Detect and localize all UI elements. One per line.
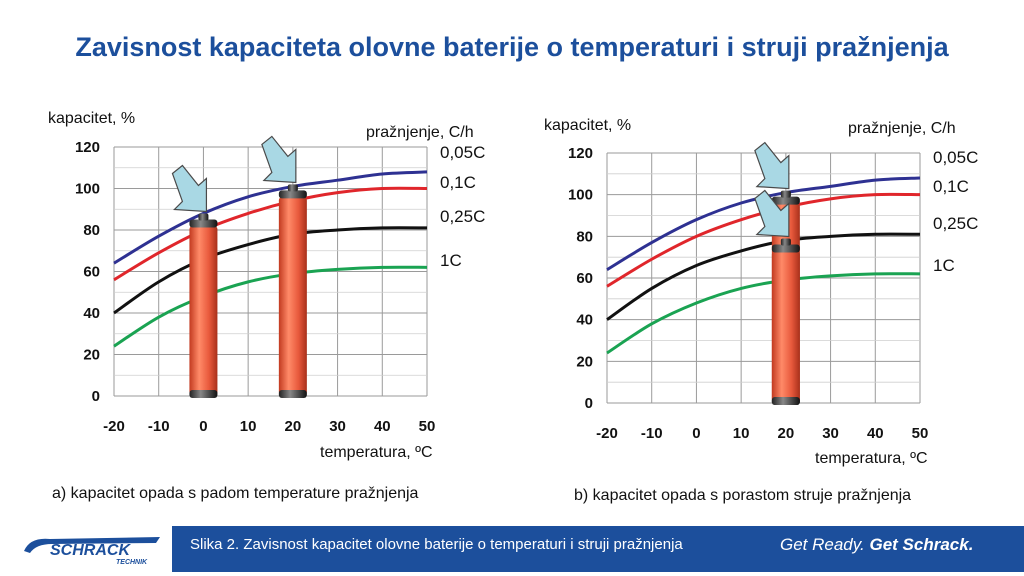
slogan-b: Get Schrack. [869,535,974,554]
battery-bottom-cap [189,390,218,398]
y-tick-label: 0 [585,395,593,412]
footer-slogan: Get Ready. Get Schrack. [780,535,973,555]
battery-body [771,250,800,403]
x-axis-label: temperatura, ºC [815,450,928,467]
schrack-logo: SCHRACK TECHNIK [24,537,160,566]
battery-bottom-cap [278,390,307,398]
x-tick-label: 30 [822,425,839,442]
x-tick-label: 10 [733,425,750,442]
series-line-1C [606,272,921,355]
series-label: 1C [440,251,462,270]
battery-body [278,196,307,396]
battery-bottom-cap [771,397,800,405]
y-tick-label: 40 [83,305,100,322]
x-tick-label: 20 [778,425,795,442]
series-line-1C [113,265,428,348]
x-tick-label: 20 [285,418,302,435]
battery-1 [261,135,307,398]
x-tick-label: 30 [329,418,346,435]
x-tick-label: 50 [419,418,436,435]
logo-sub: TECHNIK [116,559,148,566]
charts-canvas: -20 -10 0 10 20 30 40 50120100806040200kapacite… [48,110,978,467]
series-line-0-25C [606,232,921,321]
y-tick-label: 40 [576,312,593,329]
x-tick-label: 40 [867,425,884,442]
battery-1 [754,189,800,405]
y-tick-label: 120 [75,139,100,156]
logo-brand: SCHRACK [50,542,131,559]
series-label: 0,25C [933,214,978,233]
battery-top-cap [189,219,218,228]
y-tick-label: 120 [568,145,593,162]
series-line-0-05C [113,170,428,265]
battery-0 [171,164,218,398]
x-tick-label: 40 [374,418,391,435]
series-label: 0,05C [440,143,485,162]
series-line-0-1C [113,186,428,282]
footer-caption: Slika 2. Zavisnost kapacitet olovne bate… [190,536,683,553]
slogan-a: Get Ready. [780,535,865,554]
series-label: 0,1C [440,173,476,192]
battery-terminal [780,190,791,198]
legend-title: pražnjenje, C/h [848,120,956,137]
arrow-icon [754,141,790,190]
arrow-icon [754,189,790,238]
battery-body [189,225,218,396]
x-tick-label: 10 [240,418,257,435]
y-tick-label: 100 [568,187,593,204]
caption-left: a) kapacitet opada s padom temperature p… [52,485,419,502]
legend-title: pražnjenje, C/h [366,124,474,141]
arrow-icon [261,135,297,184]
x-tick-label: -20 [103,418,125,435]
x-tick-label: -10 [641,425,663,442]
series-line-0-25C [113,226,428,315]
arrow-icon [171,164,208,213]
battery-terminal [198,213,209,221]
page-title: Zavisnost kapaciteta olovne baterije o t… [75,32,949,62]
chart-0: -20 -10 0 10 20 30 40 50 120 100 80 60 40 20 0 kapacite… [48,110,485,461]
y-tick-label: 100 [75,181,100,198]
battery-top-cap [771,244,800,253]
y-tick-label: 0 [92,388,100,405]
x-tick-label: -20 [596,425,618,442]
x-tick-label: 50 [912,425,929,442]
y-tick-label: 20 [83,347,100,364]
series-label: 0,25C [440,207,485,226]
series-label: 0,05C [933,148,978,167]
x-tick-label: 0 [199,418,207,435]
battery-top-cap [278,190,307,199]
y-tick-label: 60 [83,264,100,281]
x-tick-label: 0 [692,425,700,442]
y-tick-label: 20 [576,353,593,370]
battery-terminal [287,184,298,192]
battery-terminal [780,238,791,246]
series-label: 0,1C [933,177,969,196]
x-tick-label: -10 [148,418,170,435]
battery-top-cap [771,196,800,205]
caption-right: b) kapacitet opada s porastom struje pra… [574,487,912,504]
y-tick-label: 80 [83,222,100,239]
y-axis-label: kapacitet, % [48,110,135,127]
x-axis-label: temperatura, ºC [320,444,433,461]
footer-band [172,526,1024,572]
y-tick-label: 80 [576,228,593,245]
y-axis-label: kapacitet, % [544,117,631,134]
chart-1: -20 -10 0 10 20 30 40 50 120 100 80 60 40 20 0 kapacite… [544,117,978,467]
y-tick-label: 60 [576,270,593,287]
series-label: 1C [933,256,955,275]
